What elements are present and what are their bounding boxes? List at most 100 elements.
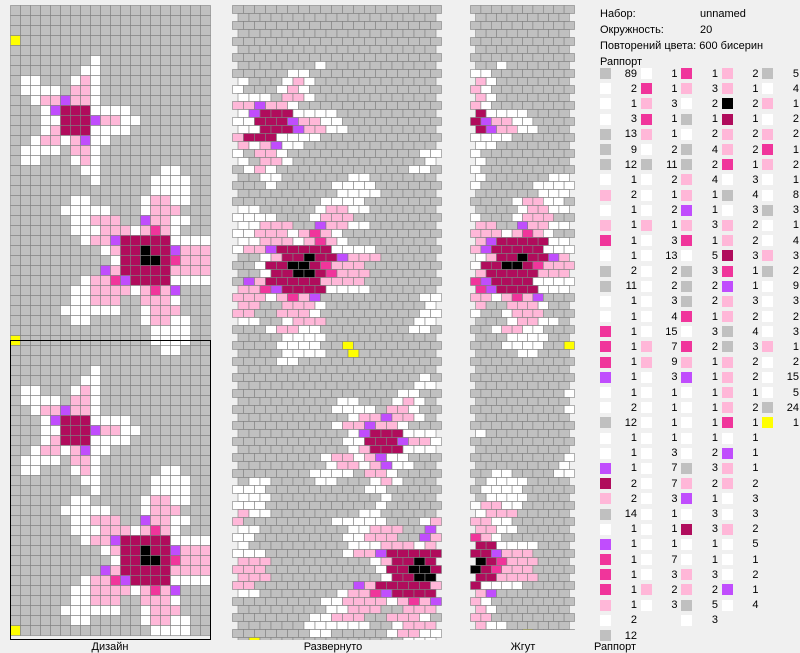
bead [309,165,321,174]
bead [281,77,294,86]
design-tab-label[interactable]: Дизайн [91,641,129,653]
bead [548,365,560,374]
bead [506,45,518,54]
bead [190,295,201,306]
bead [232,245,244,254]
bead [506,429,518,438]
bead [375,37,387,46]
bead [200,55,211,66]
bead [30,405,41,416]
bead [537,125,549,134]
bead [200,245,211,256]
bead [413,141,426,150]
bead [180,395,191,406]
bead [237,525,250,534]
bead-count: 3 [792,249,799,262]
bead [413,253,426,262]
bead [430,597,442,606]
bead [259,317,272,326]
bead [243,85,255,94]
bead [527,397,539,406]
bead [180,385,191,396]
bead [232,261,244,270]
bead [336,573,349,582]
bead [140,145,151,156]
bead [70,275,81,286]
bead [430,133,442,142]
rope-panel[interactable] [470,5,576,630]
bead [232,437,244,446]
rapport-tab-label[interactable]: Раппорт [593,641,637,653]
bead [170,145,181,156]
bead [408,517,420,526]
bead [60,45,71,56]
bead [485,413,497,422]
unfolded-tab-label[interactable]: Развернуто [303,641,363,653]
bead [287,117,299,126]
legend-item: 1 [600,537,674,552]
bead [100,395,111,406]
bead [270,173,283,182]
bead [248,269,261,278]
bead [375,581,387,590]
bead [243,325,255,334]
bead [292,525,305,534]
bead [470,341,482,350]
bead [80,315,91,326]
design-panel[interactable] [10,5,212,640]
bead [430,21,442,30]
rope-tab-label[interactable]: Жгут [510,641,536,653]
bead-count: 3 [752,492,759,505]
bead [413,509,426,518]
bead [10,15,21,26]
bead [40,95,51,106]
bead [259,253,272,262]
bead [90,355,101,366]
bead [180,585,191,596]
unfolded-panel[interactable] [232,5,446,640]
design-grid[interactable] [10,5,212,640]
bead [50,355,61,366]
color-swatch [640,144,652,156]
bead [80,535,91,546]
bead [353,597,365,606]
bead [527,349,539,358]
bead [20,55,31,66]
bead [331,213,343,222]
bead [248,285,261,294]
bead [20,555,31,566]
bead [200,115,211,126]
bead [200,365,211,376]
bead [150,445,161,456]
bead [485,109,497,118]
bead [511,261,523,270]
bead [30,375,41,386]
bead [270,413,283,422]
bead [232,469,244,478]
bead [20,395,31,406]
bead [276,21,288,30]
bead [375,485,387,494]
legend-item: 1 [640,522,715,537]
bead [270,349,283,358]
bead [276,421,288,430]
bead [40,305,51,316]
bead [532,437,544,446]
unfolded-grid[interactable] [232,5,446,640]
bead [558,93,570,102]
rope-grid[interactable] [470,5,576,630]
bead [303,13,316,22]
bead [232,501,244,510]
bead [501,85,513,94]
bead [402,525,415,534]
legend-item: 1 [640,112,715,127]
bead [180,245,191,256]
bead [100,315,111,326]
bead [243,533,255,542]
bead [254,629,266,638]
bead [90,45,101,56]
bead [402,253,415,262]
bead [50,235,61,246]
bead [475,125,487,134]
bead [543,149,555,158]
